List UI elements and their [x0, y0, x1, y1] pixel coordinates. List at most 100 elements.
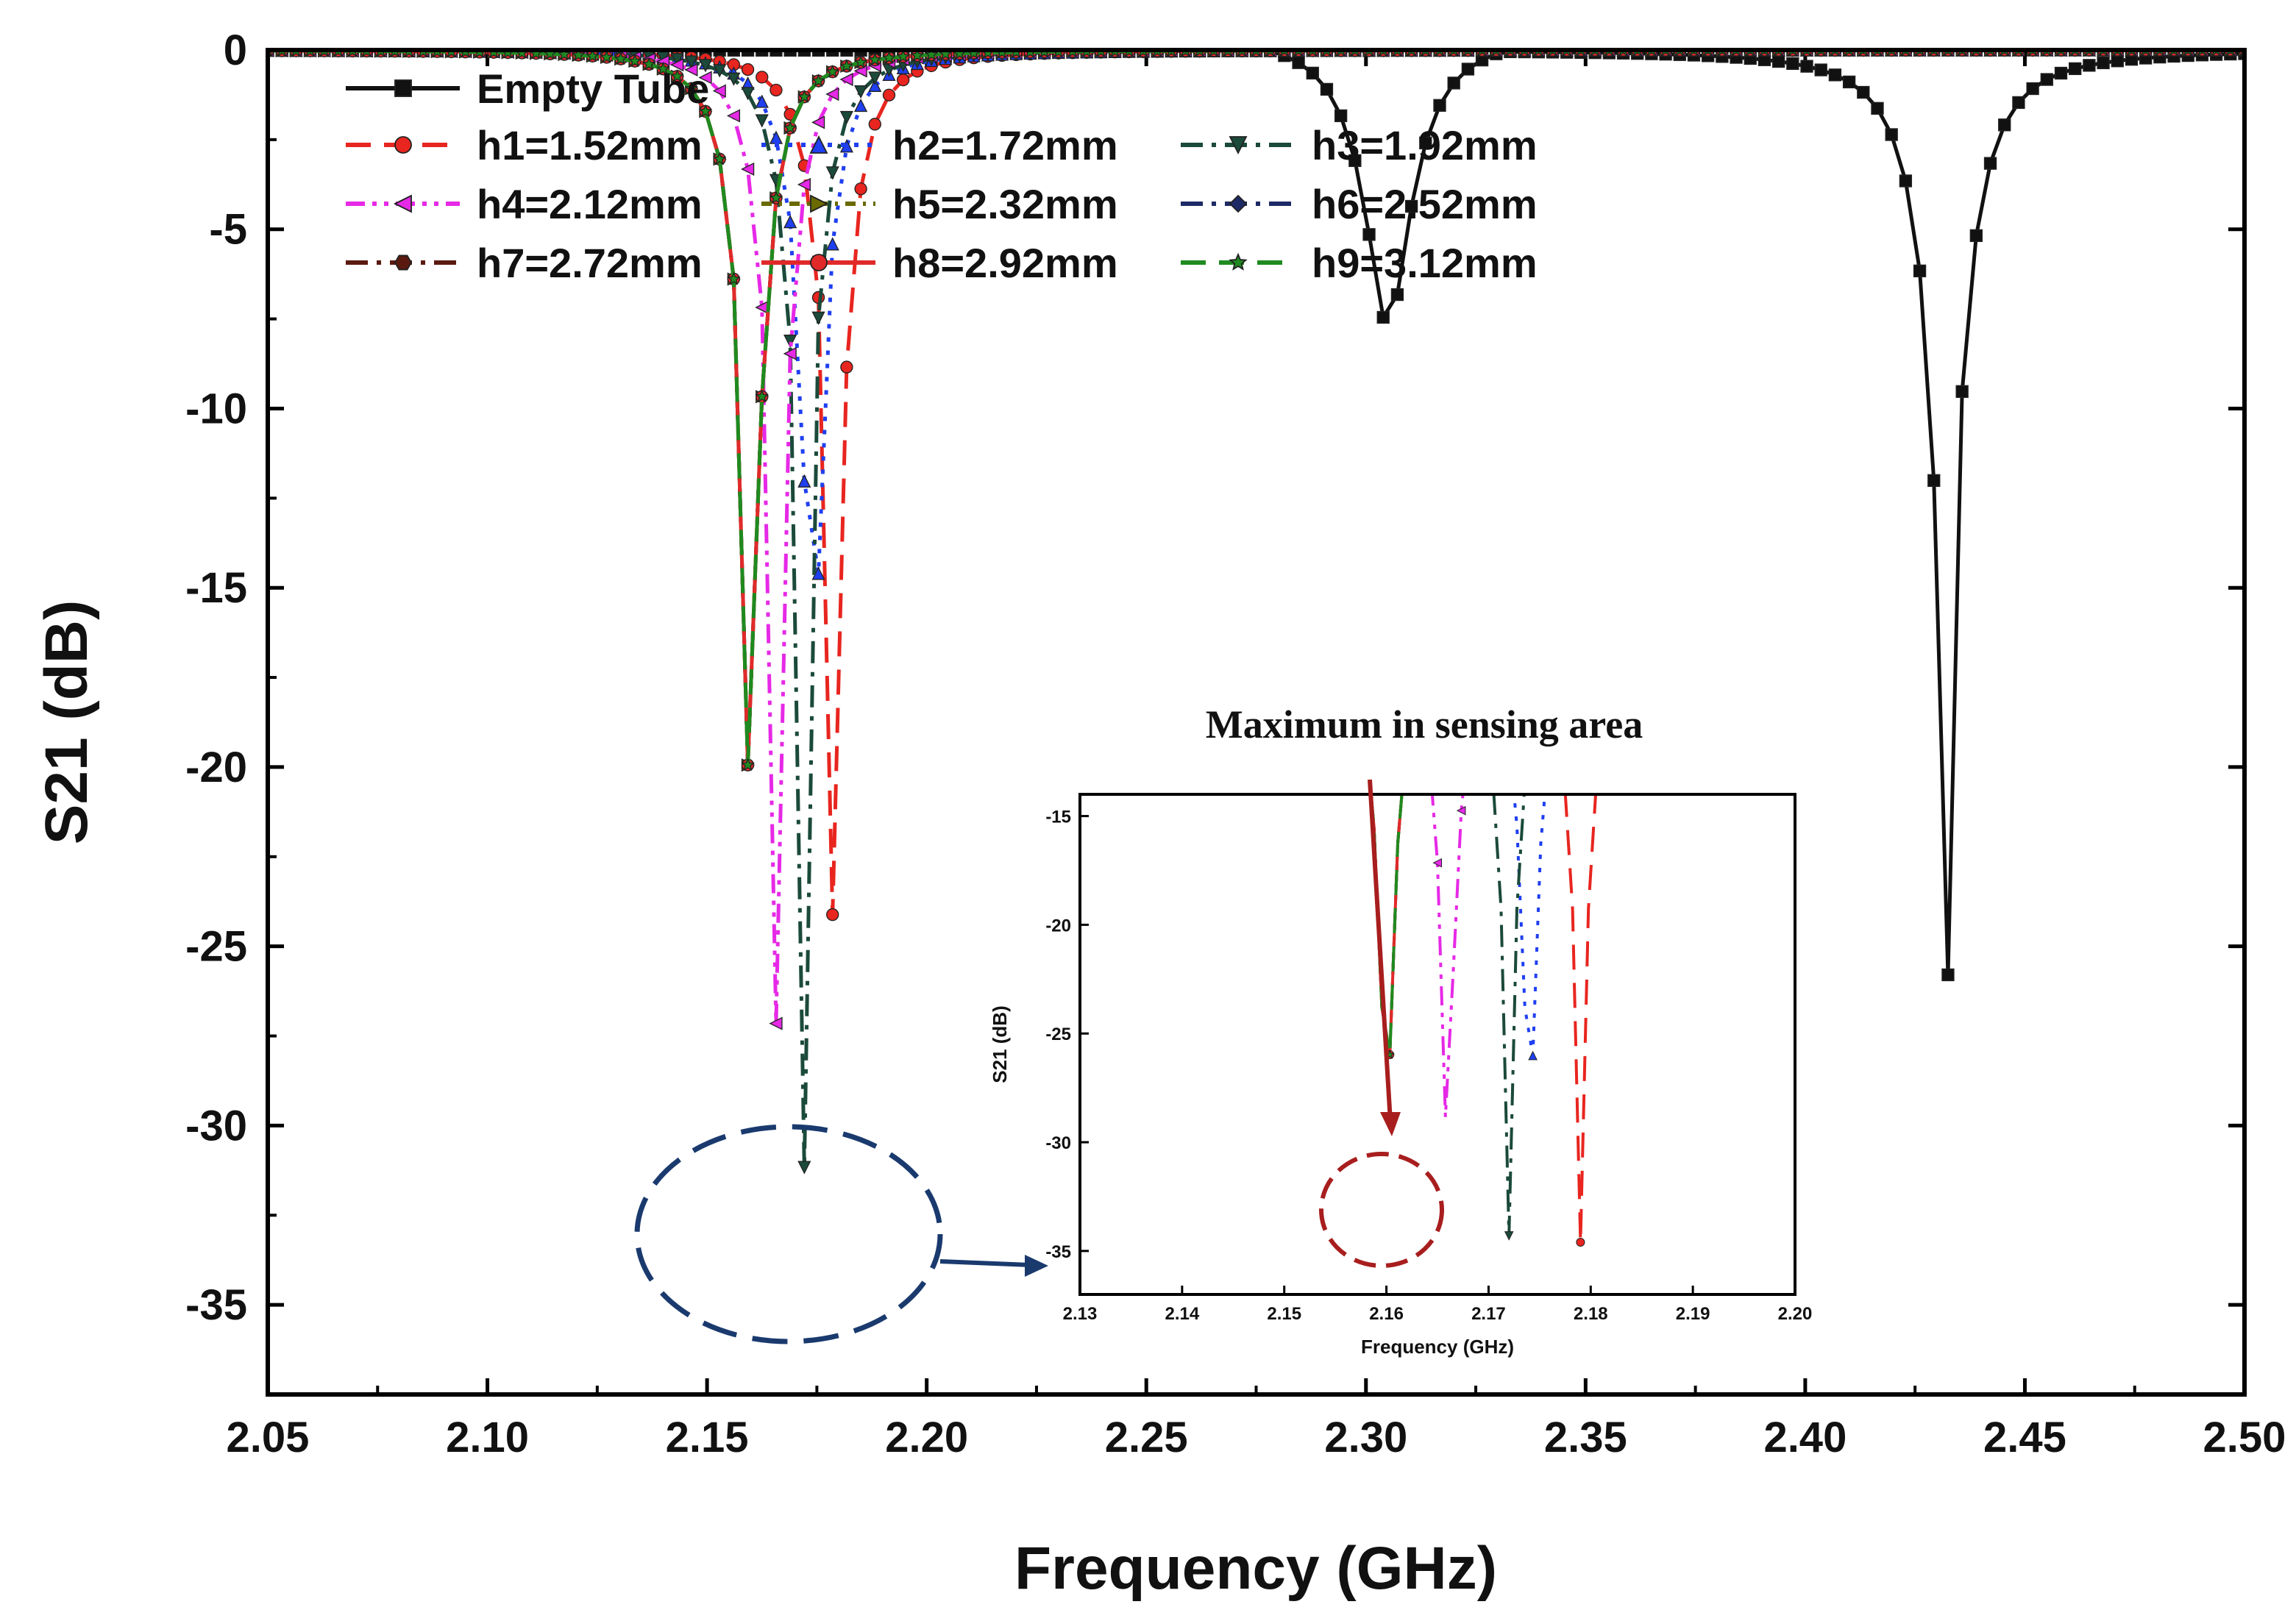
data-point — [910, 50, 925, 62]
data-point — [670, 69, 684, 82]
x-tick-label: 2.45 — [1983, 1414, 2066, 1461]
legend-marker — [393, 194, 412, 213]
data-point — [571, 50, 586, 61]
legend-item: h5=2.32mm — [761, 181, 1118, 227]
inset-series-h4=2.12mm — [1430, 794, 1466, 1117]
legend-marker — [809, 135, 828, 154]
inset-x-tick-label: 2.19 — [1676, 1304, 1710, 1324]
data-point — [656, 62, 670, 75]
y-tick-label: -10 — [185, 385, 247, 432]
x-tick-label: 2.30 — [1324, 1414, 1407, 1461]
inset-series-h2=1.72mm — [1513, 794, 1547, 1061]
x-tick-label: 2.20 — [885, 1414, 968, 1461]
data-point — [741, 758, 755, 772]
data-point — [854, 85, 868, 99]
data-point — [726, 109, 741, 123]
data-point — [797, 1161, 811, 1175]
data-point — [825, 64, 839, 78]
data-point — [868, 78, 882, 92]
data-point — [797, 90, 811, 103]
data-point — [741, 87, 755, 101]
data-point — [698, 59, 713, 73]
legend-marker — [1229, 194, 1248, 213]
data-point — [614, 51, 628, 65]
annotation-label: Maximum in sensing area — [1206, 702, 1643, 747]
data-point — [628, 54, 642, 68]
data-point — [698, 71, 712, 85]
legend-item: h1=1.52mm — [346, 122, 703, 168]
data-point — [1913, 264, 1927, 278]
inset-data-point — [1504, 1231, 1514, 1241]
legend-item: h4=2.12mm — [346, 181, 703, 227]
data-point — [896, 50, 910, 63]
legend-item: Empty Tube — [346, 65, 709, 112]
data-point — [811, 115, 825, 129]
x-tick-label: 2.25 — [1105, 1414, 1188, 1461]
y-axis-title: S21 (dB) — [33, 600, 100, 845]
data-point — [797, 177, 811, 191]
data-point — [755, 114, 769, 128]
inset-plot-area — [1080, 794, 1795, 1294]
annotation-arrowhead — [1380, 1112, 1401, 1136]
data-point — [1404, 199, 1418, 213]
inset-pointer-arrow — [939, 1259, 1031, 1267]
legend-label: Empty Tube — [477, 65, 709, 112]
legend-label: h2=1.72mm — [892, 122, 1118, 168]
data-point — [825, 237, 839, 251]
inset-x-tick-label: 2.20 — [1778, 1304, 1813, 1324]
data-point — [1800, 60, 1813, 73]
legend-marker — [1229, 136, 1248, 155]
data-point — [2069, 62, 2082, 76]
x-tick-label: 2.40 — [1763, 1414, 1847, 1461]
inset-y-tick-label: -20 — [1045, 916, 1071, 936]
data-point — [2026, 82, 2039, 96]
data-point — [1941, 968, 1955, 982]
data-point — [741, 162, 755, 177]
data-point — [868, 71, 882, 85]
data-point — [684, 55, 698, 69]
inset-y-tick-label: -30 — [1045, 1133, 1071, 1153]
y-tick-label: 0 — [224, 26, 247, 74]
legend-label: h1=1.52mm — [477, 122, 703, 168]
legend-marker — [810, 254, 828, 271]
inset-frame — [1078, 793, 1796, 1296]
data-point — [1857, 85, 1870, 99]
data-point — [769, 1016, 783, 1030]
data-point — [868, 52, 882, 66]
x-axis-title: Frequency (GHz) — [1014, 1535, 1497, 1602]
data-point — [600, 50, 614, 63]
legend-label: h9=3.12mm — [1312, 240, 1538, 286]
legend-marker — [394, 79, 412, 97]
data-point — [684, 63, 698, 76]
data-point — [670, 53, 684, 67]
y-tick-label: -5 — [209, 206, 247, 254]
data-point — [882, 51, 896, 64]
data-point — [826, 908, 839, 922]
legend-label: h3=1.92mm — [1312, 122, 1538, 168]
data-point — [924, 50, 939, 61]
data-point — [713, 64, 727, 78]
inset-data-point — [1456, 805, 1466, 816]
data-point — [727, 72, 741, 86]
legend-label: h4=2.12mm — [477, 181, 703, 227]
data-point — [755, 94, 769, 108]
data-point — [2054, 66, 2068, 80]
data-point — [811, 311, 825, 325]
data-point — [641, 57, 656, 71]
data-point — [783, 335, 797, 349]
data-point — [586, 50, 600, 63]
inset-y-tick-label: -15 — [1045, 808, 1071, 827]
inset-y-axis-title: S21 (dB) — [989, 1005, 1011, 1083]
data-point — [1786, 57, 1799, 71]
x-tick-label: 2.35 — [1544, 1414, 1627, 1461]
data-point — [1828, 68, 1842, 82]
data-point — [839, 72, 853, 87]
x-tick-label: 2.50 — [2203, 1414, 2286, 1461]
data-point — [1885, 128, 1898, 141]
inset-data-point — [1528, 1050, 1538, 1061]
data-point — [1376, 310, 1390, 324]
legend-marker — [810, 194, 829, 213]
inset-x-tick-label: 2.17 — [1471, 1304, 1506, 1324]
data-point — [897, 73, 910, 87]
